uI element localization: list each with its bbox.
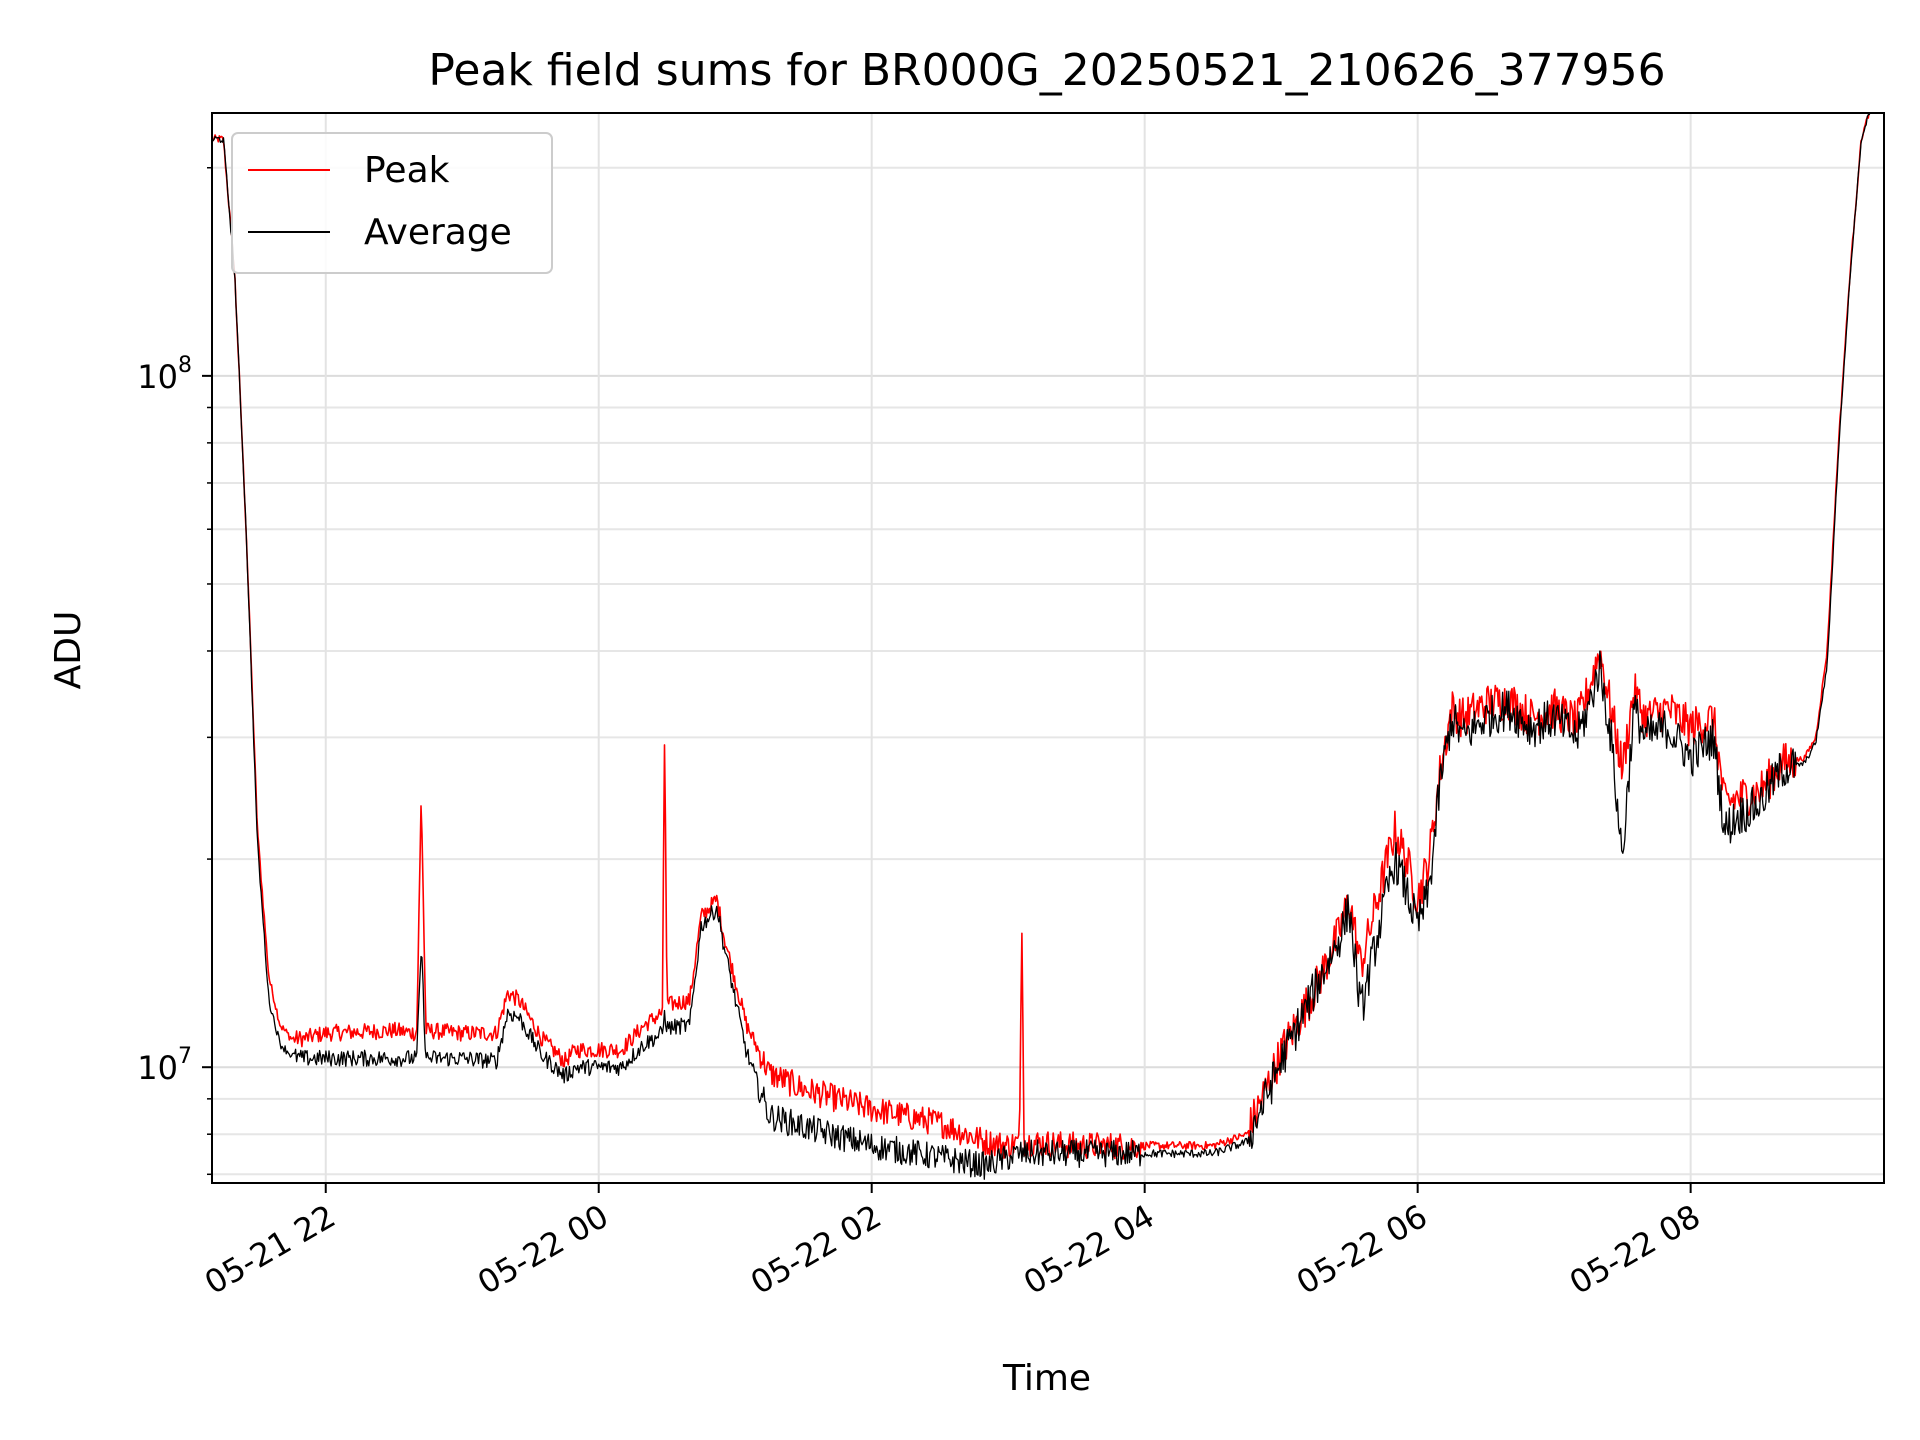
series-line-peak xyxy=(212,113,1870,1160)
y-axis-label: ADU xyxy=(48,611,89,690)
y-axis: 107 108 xyxy=(137,166,212,1176)
x-axis-label: Time xyxy=(1002,1358,1091,1399)
plot-frame xyxy=(211,112,1885,1184)
series-layer xyxy=(212,113,1871,1180)
legend: Peak Average xyxy=(231,132,553,274)
gridlines xyxy=(212,113,1884,1183)
y-tick-label: 108 xyxy=(137,353,192,396)
chart-title: Peak field sums for BR000G_20250521_2106… xyxy=(428,45,1665,96)
y-tick-label: 107 xyxy=(137,1044,192,1087)
legend-label-peak: Peak xyxy=(364,150,450,191)
legend-label-average: Average xyxy=(364,212,512,253)
series-line-average xyxy=(212,113,1871,1180)
legend-box xyxy=(231,132,553,274)
